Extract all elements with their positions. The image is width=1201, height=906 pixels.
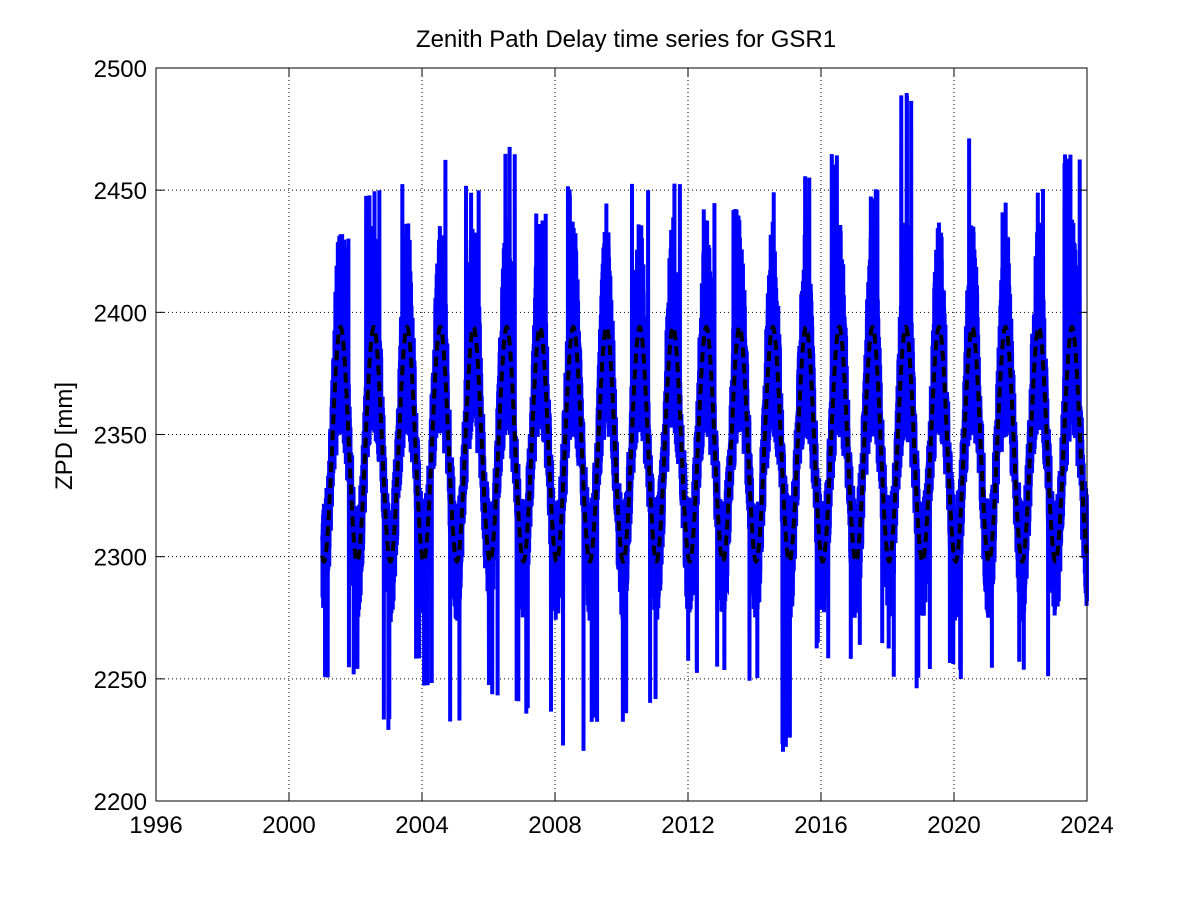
data-layer (320, 92, 1089, 752)
y-tick-label: 2400 (94, 300, 147, 327)
x-tick-label: 2004 (395, 812, 448, 839)
x-tick-label: 2000 (262, 812, 315, 839)
x-tick-label: 2016 (794, 812, 847, 839)
y-tick-label: 2250 (94, 667, 147, 694)
x-tick-label: 2020 (927, 812, 980, 839)
observed-series-line (320, 92, 1089, 752)
y-tick-label: 2300 (94, 545, 147, 572)
x-tick-label: 2008 (528, 812, 581, 839)
y-axis-label: ZPD [mm] (51, 382, 78, 490)
model-series-line (320, 324, 1089, 564)
chart-title: Zenith Path Delay time series for GSR1 (416, 26, 836, 53)
y-tick-label: 2500 (94, 56, 147, 83)
y-tick-label: 2450 (94, 178, 147, 205)
x-tick-label: 2024 (1060, 812, 1113, 839)
y-tick-label: 2200 (94, 789, 147, 816)
y-tick-label: 2350 (94, 423, 147, 450)
x-tick-label: 2012 (661, 812, 714, 839)
axes-layer: 1996 2000 2004 2008 2012 2016 2020 2024 2200 2250… (94, 56, 1114, 839)
x-tick-label: 1996 (129, 812, 182, 839)
